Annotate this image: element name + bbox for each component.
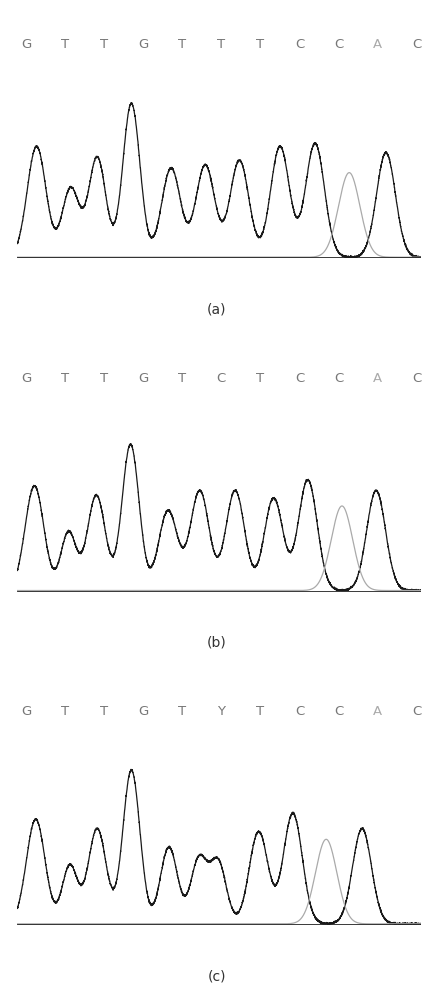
Text: T: T — [178, 372, 186, 385]
Text: C: C — [412, 38, 421, 51]
Text: G: G — [138, 38, 148, 51]
Text: T: T — [217, 38, 225, 51]
Text: T: T — [178, 705, 186, 718]
Text: C: C — [295, 38, 304, 51]
Text: C: C — [295, 372, 304, 385]
Text: T: T — [100, 38, 108, 51]
Text: A: A — [373, 372, 382, 385]
Text: (a): (a) — [207, 302, 227, 316]
Text: C: C — [334, 372, 343, 385]
Text: G: G — [138, 372, 148, 385]
Text: C: C — [295, 705, 304, 718]
Text: G: G — [138, 705, 148, 718]
Text: C: C — [334, 705, 343, 718]
Text: T: T — [100, 705, 108, 718]
Text: A: A — [373, 38, 382, 51]
Text: T: T — [61, 38, 69, 51]
Text: (c): (c) — [208, 969, 226, 983]
Text: G: G — [21, 38, 31, 51]
Text: T: T — [100, 372, 108, 385]
Text: T: T — [61, 372, 69, 385]
Text: T: T — [256, 372, 264, 385]
Text: A: A — [373, 705, 382, 718]
Text: C: C — [412, 705, 421, 718]
Text: C: C — [334, 38, 343, 51]
Text: T: T — [61, 705, 69, 718]
Text: (b): (b) — [207, 636, 227, 650]
Text: C: C — [412, 372, 421, 385]
Text: C: C — [217, 372, 226, 385]
Text: G: G — [21, 705, 31, 718]
Text: T: T — [256, 38, 264, 51]
Text: T: T — [256, 705, 264, 718]
Text: G: G — [21, 372, 31, 385]
Text: T: T — [178, 38, 186, 51]
Text: Y: Y — [217, 705, 225, 718]
